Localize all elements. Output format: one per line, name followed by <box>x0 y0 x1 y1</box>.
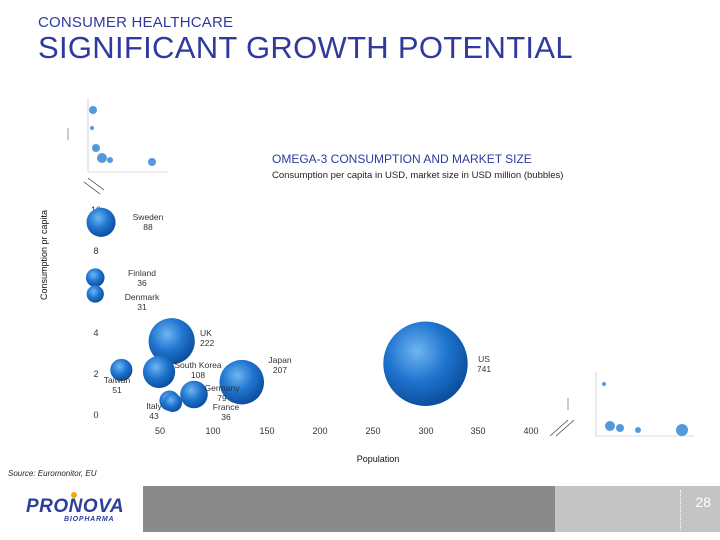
page-number: 28 <box>680 490 711 530</box>
bubble-size-label: 79 <box>217 393 227 403</box>
bubble-finland <box>85 268 105 287</box>
bubble-france <box>163 393 183 413</box>
bubble-name-label: Finland <box>128 268 156 278</box>
zoom-line-left-2 <box>83 181 101 195</box>
bubble-size-label: 222 <box>200 338 214 348</box>
bubble-us <box>383 321 468 406</box>
company-logo: PRONOVA BIOPHARMA <box>8 486 143 532</box>
chart-thumbnail-top-left <box>67 98 168 173</box>
bubble-size-label: 88 <box>143 222 153 232</box>
bubble-size-label: 51 <box>112 385 122 395</box>
logo-wordmark: PRONOVA <box>26 496 125 517</box>
bubble-sweden <box>86 207 116 237</box>
bubble-size-label: 31 <box>137 302 147 312</box>
bubble-name-label: Denmark <box>125 292 160 302</box>
bubble-labels: Sweden88Finland36Denmark31UK222Japan207U… <box>104 212 492 422</box>
slide-supertitle: CONSUMER HEALTHCARE <box>38 14 234 31</box>
x-tick-label: 100 <box>205 426 220 436</box>
bubble-name-label: US <box>478 354 490 364</box>
source-note: Source: Euromonitor, EU <box>8 469 97 478</box>
chart-thumbnail-bottom-right <box>567 372 694 437</box>
x-tick-label: 200 <box>312 426 327 436</box>
x-axis-ticks: 50 100 150 200 250 300 350 400 <box>155 426 539 436</box>
logo-subtext: BIOPHARMA <box>64 516 115 523</box>
bubble-name-label: Sweden <box>133 212 164 222</box>
x-axis-label: Population <box>357 454 400 464</box>
bubble-japan <box>219 359 265 405</box>
y-axis-label: Consumption pr capita <box>39 210 49 300</box>
y-tick-label: 0 <box>93 410 98 420</box>
x-tick-label: 250 <box>365 426 380 436</box>
bubble-size-label: 36 <box>137 278 147 288</box>
bubble-name-label: Taiwan <box>104 375 131 385</box>
bubble-denmark <box>86 285 104 303</box>
bubble-name-label: Italy <box>146 401 162 411</box>
bubble-south-korea <box>142 355 176 389</box>
y-axis-ticks: 0246810 <box>91 205 101 420</box>
y-tick-label: 4 <box>93 328 98 338</box>
bubble-name-label: South Korea <box>174 360 222 370</box>
bubble-name-label: Japan <box>268 355 291 365</box>
logo-dot-icon <box>71 492 77 498</box>
slide-title: SIGNIFICANT GROWTH POTENTIAL <box>38 30 573 65</box>
zoom-line-right-1 <box>549 419 569 437</box>
bubble-size-label: 108 <box>191 370 205 380</box>
chart-title: OMEGA-3 CONSUMPTION AND MARKET SIZE <box>272 152 532 166</box>
y-tick-label: 8 <box>93 246 98 256</box>
bubble-size-label: 43 <box>149 411 159 421</box>
zoom-line-right-2 <box>555 419 575 437</box>
x-tick-label: 50 <box>155 426 165 436</box>
x-tick-label: 400 <box>523 426 538 436</box>
bubble-taiwan <box>110 358 133 381</box>
bubble-name-label: Germany <box>205 383 241 393</box>
bubble-name-label: France <box>213 402 240 412</box>
x-tick-label: 300 <box>418 426 433 436</box>
bubble-uk <box>148 318 195 365</box>
chart-subtitle: Consumption per capita in USD, market si… <box>272 170 564 181</box>
footer-bar-highlight <box>555 486 720 532</box>
x-tick-label: 350 <box>470 426 485 436</box>
bubble-size-label: 36 <box>221 412 231 422</box>
y-tick-label: 2 <box>93 369 98 379</box>
bubble-germany <box>180 380 208 409</box>
x-tick-label: 150 <box>259 426 274 436</box>
bubble-size-label: 741 <box>477 364 491 374</box>
zoom-line-left-1 <box>87 177 105 191</box>
bubbles <box>85 207 468 413</box>
bubble-size-label: 207 <box>273 365 287 375</box>
bubble-name-label: UK <box>200 328 212 338</box>
